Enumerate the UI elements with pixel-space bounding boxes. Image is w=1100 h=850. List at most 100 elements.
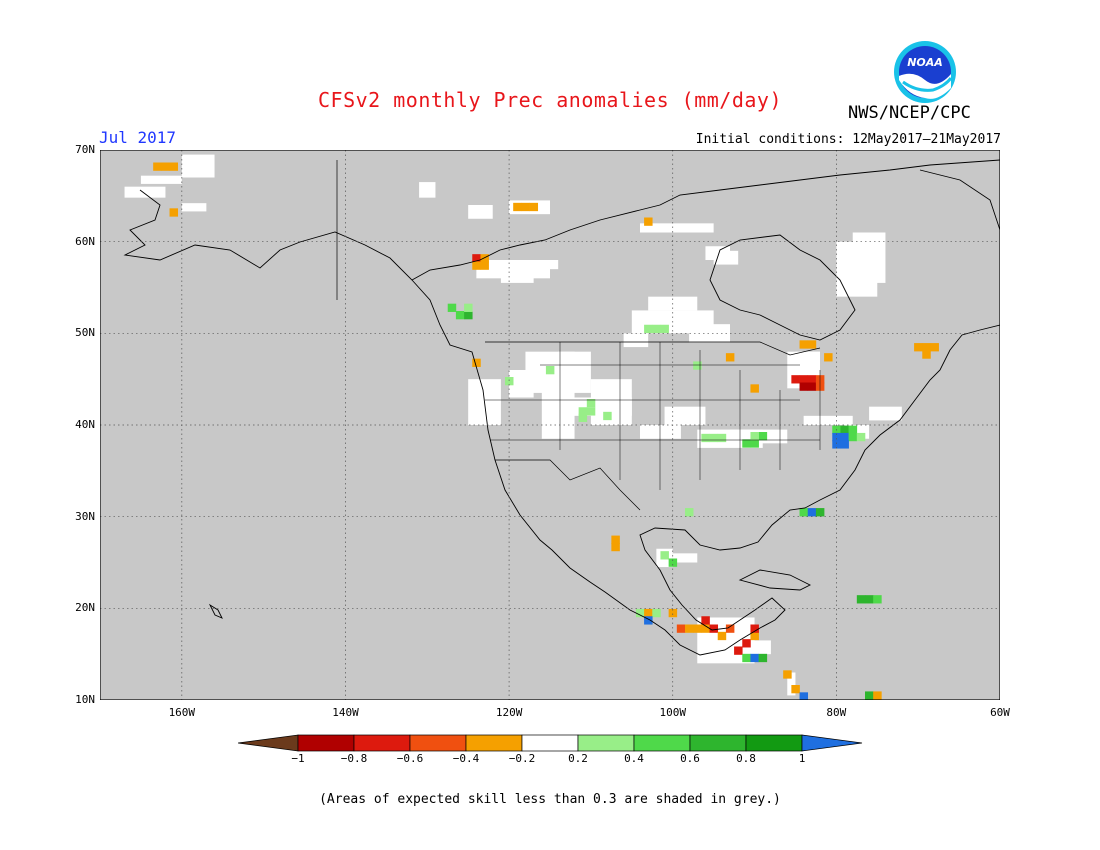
white-region [419,182,436,198]
anomaly-cell [930,343,939,352]
colorbar-label: −0.6 [396,752,424,765]
footnote: (Areas of expected skill less than 0.3 a… [319,792,781,807]
anomaly-cell [169,208,179,217]
anomaly-cell [734,646,743,655]
anomaly-cell [742,639,751,648]
anomaly-cell [153,162,162,171]
anomaly-cell [750,439,759,448]
anomaly-cell [856,432,866,442]
colorbar-segment [521,734,579,752]
month-label: Jul 2017 [99,128,177,147]
anomaly-cell [472,254,481,263]
colorbar-segment [689,734,747,752]
us-canada-border [485,341,821,356]
us-mexico-border [495,459,641,511]
colorbar-label: −0.4 [452,752,480,765]
anomaly-cell [644,217,653,226]
coastline-arctic [411,159,1000,281]
white-region [689,324,730,343]
lon-tick-label: 140W [332,706,359,719]
white-region [640,223,714,233]
white-region [852,232,886,283]
agency-label: NWS/NCEP/CPC [848,103,971,123]
anomaly-cell [668,558,678,567]
anomaly-cell [791,685,800,694]
white-region [468,205,493,219]
anomaly-cell [709,624,719,633]
anomaly-cell [455,311,465,320]
white-region [525,260,559,270]
coastline-main [123,189,1000,656]
anomaly-cell [586,407,596,416]
white-region [787,672,796,696]
anomaly-cell [635,608,645,618]
colorbar-label: 0.4 [624,752,644,765]
lon-tick-label: 120W [495,706,523,719]
anomaly-cell [480,254,489,263]
colorbar-label: −0.8 [340,752,368,765]
colorbar [238,734,863,752]
anomaly-cell [750,631,759,641]
cuba [738,569,812,591]
lon-tick-label: 160W [168,706,196,719]
colorbar-segment [409,734,467,752]
noaa-logo: NOAA [894,41,956,103]
anomaly-cell [513,202,522,212]
anomaly-cell [717,433,727,443]
colorbar-label: 1 [798,752,806,765]
anomaly-cell [791,375,800,384]
white-region [672,553,698,563]
colorbar-label: 0.2 [568,752,588,765]
noaa-logo-text: NOAA [907,56,943,69]
anomaly-cell [652,324,661,334]
anomaly-cell [685,624,694,633]
anomaly-cell [742,653,751,663]
anomaly-cell [586,399,596,408]
anomaly-cell [472,358,481,367]
white-region [705,246,730,260]
white-region [558,351,575,370]
anomaly-cell [848,425,858,434]
anomaly-cell [799,508,809,517]
anomaly-cell [824,353,833,362]
white-region [181,203,207,212]
coastlines [123,159,1000,656]
anomaly-map [100,150,1000,700]
anomaly-cell [660,551,669,560]
anomaly-cell [750,432,759,441]
anomaly-cell [611,542,620,552]
lat-tick-label: 10N [75,693,95,706]
colorbar-segment [577,734,635,752]
white-region [640,425,681,439]
anomaly-cell [750,384,759,393]
anomaly-cell [799,382,809,391]
colorbar-segment [297,734,355,752]
anomaly-cell [807,340,817,349]
anomaly-cell [644,324,653,334]
colorbar-label: −0.2 [508,752,536,765]
anomaly-cell [701,433,710,443]
anomaly-cell [447,303,457,312]
lat-tick-label: 60N [75,234,95,248]
anomaly-cell [685,508,694,517]
anomaly-cell [660,324,669,334]
colorbar-arrow-high [801,734,863,752]
anomaly-cell [464,303,473,312]
hudson-bay [709,234,856,341]
anomaly-cell [603,411,612,421]
anomaly-cell [750,624,759,633]
colorbar-label: −1 [291,752,305,765]
colorbar-arrow-low [238,734,299,752]
anomaly-cell [807,382,817,391]
anomaly-cell [783,670,792,679]
anomaly-cell [742,439,751,448]
colorbar-segment [745,734,803,752]
white-region [623,333,649,348]
white-region [869,406,902,421]
anomaly-cell [815,508,825,517]
lat-tick-label: 30N [75,509,95,523]
anomaly-cell [873,595,882,604]
anomaly-cell [914,343,923,352]
lon-tick-label: 100W [659,706,686,719]
map-title: CFSv2 monthly Prec anomalies (mm/day) [317,88,783,112]
